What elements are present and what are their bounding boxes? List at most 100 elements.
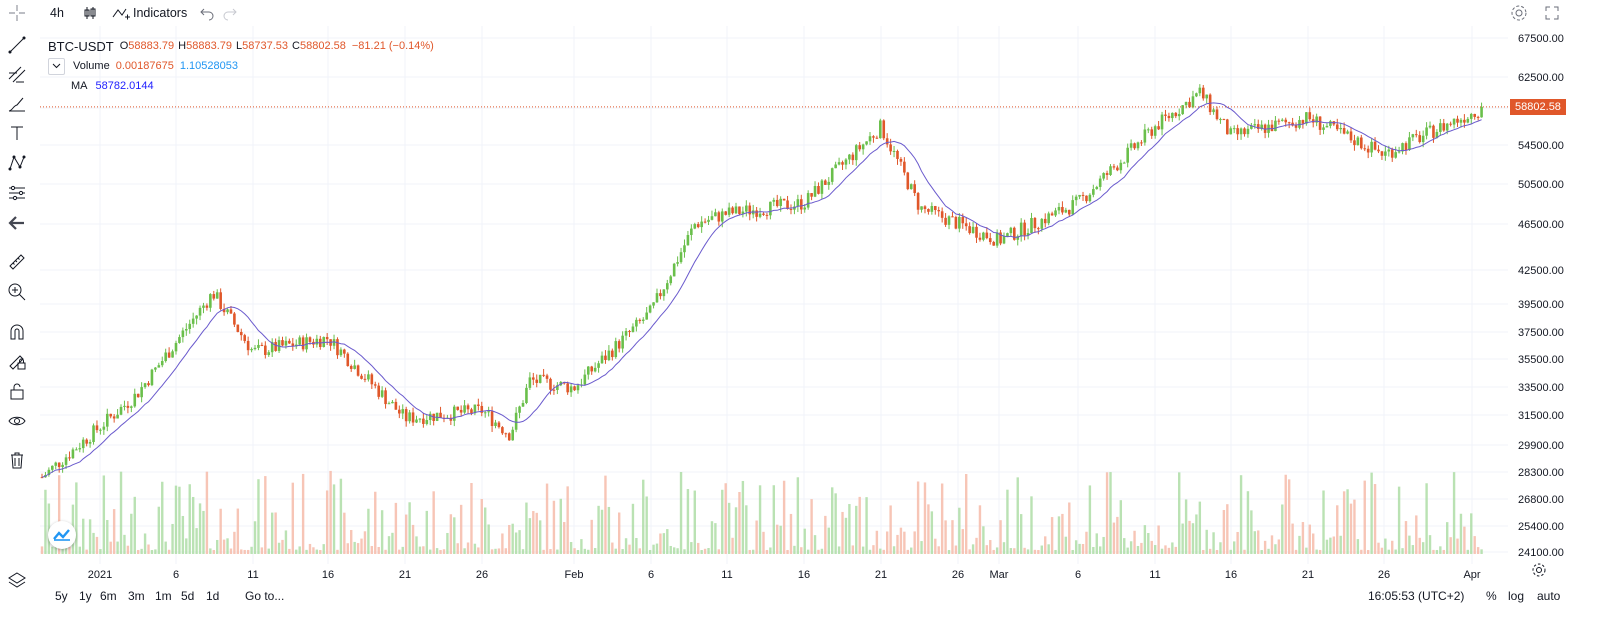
candle-body bbox=[88, 442, 92, 444]
clock-time[interactable]: 16:05:53 (UTC+2) bbox=[1368, 589, 1465, 603]
time-axis[interactable]: 2021 6 11 16 21 26 Feb 6 11 16 21 26 Mar 6 11 16 21 26 Apr bbox=[40, 564, 1508, 584]
volume-bar bbox=[398, 549, 401, 554]
candle-body bbox=[638, 319, 642, 321]
goto-button[interactable]: Go to... bbox=[245, 589, 285, 603]
symbol-name[interactable]: BTC-USDT bbox=[48, 38, 114, 54]
volume-bar bbox=[178, 486, 181, 554]
volume-bar bbox=[253, 521, 257, 554]
candle-body bbox=[1133, 143, 1136, 149]
candle-body bbox=[360, 375, 363, 379]
layers-icon[interactable] bbox=[5, 568, 29, 592]
volume-bar bbox=[456, 543, 459, 554]
candles-icon[interactable] bbox=[80, 3, 100, 23]
magnet-icon[interactable] bbox=[5, 320, 29, 344]
candle-body bbox=[1191, 96, 1195, 108]
volume-bar bbox=[370, 546, 374, 554]
volume-bar bbox=[404, 514, 408, 554]
volume-bar bbox=[1064, 536, 1068, 554]
candle-body bbox=[786, 200, 789, 209]
range-1d[interactable]: 1d bbox=[206, 589, 220, 603]
gear-icon[interactable] bbox=[1529, 560, 1549, 580]
candle-body bbox=[212, 294, 216, 299]
interval-button[interactable]: 4h bbox=[50, 3, 64, 23]
volume-bar bbox=[339, 478, 343, 554]
redo-icon[interactable] bbox=[220, 3, 240, 23]
time-scale[interactable]: 2021 6 11 16 21 26 Feb 6 11 16 21 26 Mar 6 11 16 21 26 Apr bbox=[40, 564, 1508, 584]
fib-icon[interactable] bbox=[5, 62, 29, 86]
logo-icon[interactable] bbox=[48, 521, 76, 549]
settings-icon[interactable] bbox=[1509, 3, 1529, 23]
range-6m[interactable]: 6m bbox=[100, 589, 117, 603]
auto-toggle[interactable]: auto bbox=[1537, 589, 1561, 603]
zoom-in-icon[interactable] bbox=[5, 280, 29, 304]
candle-body bbox=[1236, 128, 1239, 135]
volume-bar bbox=[260, 547, 264, 554]
time-tick-label: 11 bbox=[247, 569, 258, 581]
volume-bar bbox=[628, 544, 631, 554]
range-1m[interactable]: 1m bbox=[155, 589, 172, 603]
candle-body bbox=[1411, 134, 1415, 138]
indicators-icon[interactable] bbox=[111, 3, 131, 23]
volume-bar bbox=[1394, 549, 1397, 554]
volume-bar bbox=[295, 549, 298, 554]
fullscreen-icon[interactable] bbox=[1542, 3, 1562, 23]
trend-line-icon[interactable] bbox=[5, 33, 29, 57]
price-tick-label: 50500.00 bbox=[1518, 179, 1564, 191]
price-chart[interactable] bbox=[40, 26, 1508, 564]
percent-toggle[interactable]: % bbox=[1486, 589, 1497, 603]
ruler-icon[interactable] bbox=[5, 250, 29, 274]
brush-icon[interactable] bbox=[5, 92, 29, 116]
back-arrow-icon[interactable] bbox=[5, 211, 29, 235]
candle-body bbox=[597, 363, 600, 368]
log-toggle[interactable]: log bbox=[1508, 589, 1525, 603]
candle-body bbox=[1040, 218, 1044, 229]
candle-body bbox=[284, 340, 288, 346]
candle-body bbox=[1064, 209, 1068, 213]
candle-body bbox=[205, 305, 209, 308]
range-5y[interactable]: 5y bbox=[55, 589, 68, 603]
volume-bar bbox=[721, 489, 724, 554]
lock-icon[interactable] bbox=[5, 379, 29, 403]
undo-icon[interactable] bbox=[197, 3, 217, 23]
volume-bar bbox=[521, 549, 525, 554]
candle-body bbox=[1325, 125, 1329, 128]
candle-body bbox=[494, 422, 497, 427]
eye-icon[interactable] bbox=[5, 409, 29, 433]
lock-drawings-icon[interactable] bbox=[5, 349, 29, 373]
candle-body bbox=[717, 212, 721, 222]
volume-bar bbox=[913, 531, 916, 554]
candle-body bbox=[545, 375, 549, 379]
volume-bar bbox=[806, 549, 810, 554]
candle-body bbox=[1057, 206, 1061, 211]
trash-icon[interactable] bbox=[5, 448, 29, 472]
volume-bar bbox=[690, 542, 693, 554]
candle-body bbox=[415, 419, 418, 423]
prediction-icon[interactable] bbox=[5, 181, 29, 205]
volume-bar bbox=[1195, 514, 1198, 554]
candle-body bbox=[1418, 135, 1422, 143]
candle-body bbox=[181, 330, 185, 338]
close-value: 58802.58 bbox=[299, 40, 346, 52]
range-3m[interactable]: 3m bbox=[128, 589, 145, 603]
dropdown-icon[interactable] bbox=[48, 57, 65, 75]
crosshair-icon[interactable] bbox=[7, 3, 27, 23]
range-5d[interactable]: 5d bbox=[181, 589, 195, 603]
candle-body bbox=[748, 205, 752, 215]
candle-body bbox=[233, 313, 236, 325]
volume-bar bbox=[899, 527, 903, 554]
candle-body bbox=[384, 390, 387, 405]
text-icon[interactable] bbox=[5, 121, 29, 145]
candle-body bbox=[569, 386, 573, 393]
chart-pane[interactable] bbox=[40, 26, 1508, 564]
candle-body bbox=[1305, 112, 1308, 124]
indicators-button[interactable]: Indicators bbox=[133, 3, 187, 23]
candle-body bbox=[439, 412, 442, 418]
candle-body bbox=[408, 412, 411, 422]
candle-body bbox=[841, 162, 844, 165]
range-1y[interactable]: 1y bbox=[79, 589, 92, 603]
volume-bar bbox=[1150, 540, 1153, 554]
price-scale[interactable]: 67500.0062500.0058500.0054500.0050500.00… bbox=[1508, 26, 1600, 564]
pattern-icon[interactable] bbox=[5, 151, 29, 175]
candle-body bbox=[178, 337, 181, 343]
candle-body bbox=[1188, 101, 1191, 108]
